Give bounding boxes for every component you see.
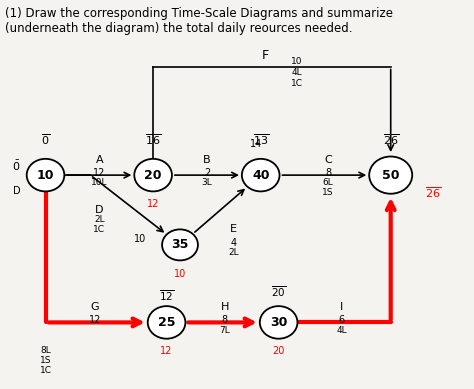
- Text: F: F: [262, 49, 269, 62]
- Text: C: C: [324, 154, 332, 165]
- Circle shape: [369, 156, 412, 194]
- Text: G: G: [91, 302, 99, 312]
- Text: A: A: [95, 154, 103, 165]
- Circle shape: [134, 159, 172, 191]
- Text: 2: 2: [204, 168, 210, 178]
- Text: 1C: 1C: [39, 366, 52, 375]
- Text: 10: 10: [134, 234, 146, 244]
- Text: 2L: 2L: [228, 248, 239, 257]
- Text: 50: 50: [382, 168, 400, 182]
- Text: $\overline{16}$: $\overline{16}$: [145, 133, 161, 147]
- Text: 4: 4: [231, 238, 237, 248]
- Text: $\overline{12}$: $\overline{12}$: [159, 288, 174, 303]
- Text: $\overline{26}$: $\overline{26}$: [425, 186, 441, 200]
- Text: D: D: [95, 205, 103, 215]
- Text: 20: 20: [273, 347, 285, 356]
- Text: 6L: 6L: [323, 179, 333, 187]
- Text: $\bar{0}$: $\bar{0}$: [12, 159, 20, 173]
- Text: 14: 14: [250, 139, 262, 149]
- Circle shape: [148, 306, 185, 339]
- Text: 4L: 4L: [336, 326, 346, 335]
- Circle shape: [27, 159, 64, 191]
- Text: 8: 8: [222, 315, 228, 326]
- Text: (1) Draw the corresponding Time-Scale Diagrams and summarize
(underneath the dia: (1) Draw the corresponding Time-Scale Di…: [5, 7, 393, 35]
- Text: 12: 12: [89, 315, 101, 326]
- Text: 10: 10: [37, 168, 55, 182]
- Text: $\overline{0}$: $\overline{0}$: [41, 133, 50, 147]
- Text: 2L: 2L: [94, 215, 105, 224]
- Text: 12: 12: [160, 347, 173, 356]
- Text: 10: 10: [174, 269, 186, 279]
- Text: $\overline{20}$: $\overline{20}$: [271, 285, 286, 299]
- Text: 1S: 1S: [322, 188, 334, 197]
- Text: 6: 6: [338, 315, 345, 326]
- Text: 3L: 3L: [201, 179, 212, 187]
- Text: 1S: 1S: [40, 356, 51, 365]
- Text: D: D: [13, 186, 20, 196]
- Text: 40: 40: [252, 168, 269, 182]
- Text: 1C: 1C: [93, 225, 105, 234]
- Text: 12: 12: [147, 199, 159, 209]
- Text: B: B: [203, 154, 211, 165]
- Circle shape: [162, 230, 198, 260]
- Text: 10
4L
1C: 10 4L 1C: [291, 57, 302, 88]
- Text: $\overline{13}$: $\overline{13}$: [253, 133, 269, 147]
- Text: 25: 25: [158, 316, 175, 329]
- Text: H: H: [221, 302, 229, 312]
- Text: 8L: 8L: [40, 347, 51, 356]
- Text: 8: 8: [325, 168, 331, 178]
- Circle shape: [260, 306, 298, 339]
- Circle shape: [242, 159, 280, 191]
- Text: 7L: 7L: [219, 326, 230, 335]
- Text: 35: 35: [171, 238, 189, 251]
- Text: 10L: 10L: [91, 179, 108, 187]
- Text: 12: 12: [93, 168, 106, 178]
- Text: 20: 20: [145, 168, 162, 182]
- Text: I: I: [340, 302, 343, 312]
- Text: E: E: [230, 224, 237, 235]
- Text: $\overline{26}$: $\overline{26}$: [383, 133, 399, 147]
- Text: 30: 30: [270, 316, 287, 329]
